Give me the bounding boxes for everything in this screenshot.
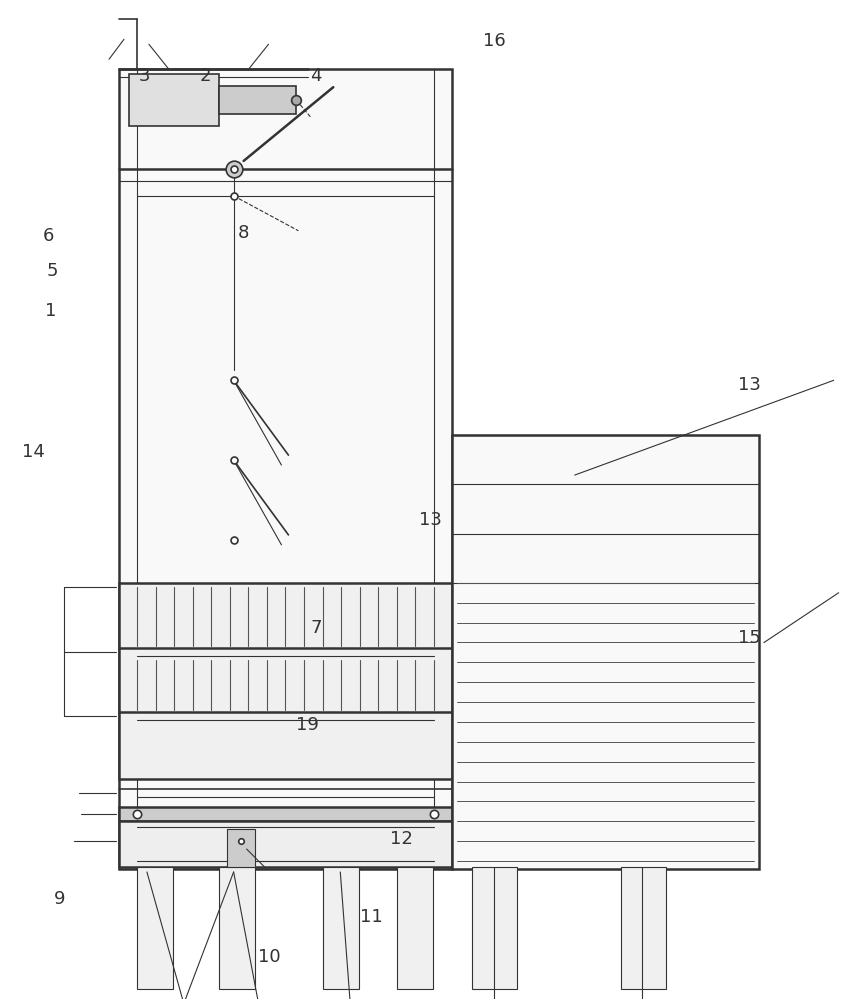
Bar bbox=[452, 435, 758, 869]
Bar bbox=[323, 867, 359, 989]
Text: 1: 1 bbox=[45, 302, 56, 320]
Text: 4: 4 bbox=[310, 67, 321, 85]
Bar bbox=[397, 867, 433, 989]
Text: 19: 19 bbox=[296, 716, 319, 734]
Bar bbox=[119, 69, 452, 869]
Text: 6: 6 bbox=[43, 227, 54, 245]
Text: 5: 5 bbox=[47, 262, 58, 280]
Text: 7: 7 bbox=[310, 619, 321, 637]
Bar bbox=[119, 583, 452, 779]
Text: 16: 16 bbox=[482, 32, 505, 50]
Text: 9: 9 bbox=[54, 890, 65, 908]
Text: 14: 14 bbox=[22, 443, 45, 461]
Text: 12: 12 bbox=[389, 830, 412, 848]
Text: 8: 8 bbox=[238, 224, 249, 242]
Text: 10: 10 bbox=[257, 948, 280, 966]
Text: 2: 2 bbox=[199, 67, 211, 85]
Text: 15: 15 bbox=[737, 629, 760, 647]
Bar bbox=[119, 807, 452, 821]
Bar bbox=[218, 867, 254, 989]
Bar bbox=[471, 867, 516, 989]
Bar bbox=[137, 867, 173, 989]
Bar bbox=[620, 867, 665, 989]
Bar bbox=[119, 821, 452, 867]
Text: 13: 13 bbox=[737, 376, 760, 394]
Bar bbox=[129, 74, 218, 126]
Bar bbox=[227, 829, 254, 867]
Bar bbox=[218, 86, 296, 114]
Text: 3: 3 bbox=[138, 67, 150, 85]
Text: 11: 11 bbox=[360, 908, 383, 926]
Text: 13: 13 bbox=[419, 511, 441, 529]
